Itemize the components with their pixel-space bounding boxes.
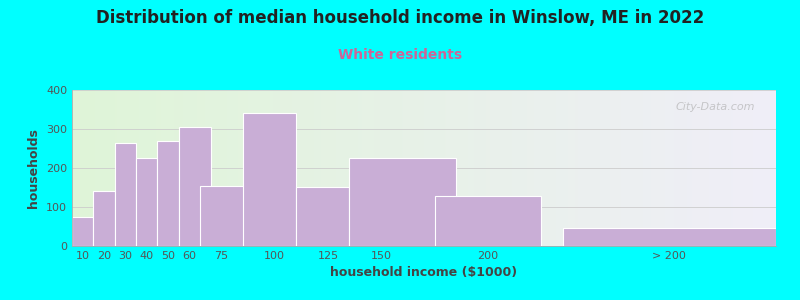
Bar: [562, 229, 776, 246]
Text: White residents: White residents: [338, 48, 462, 62]
Bar: [434, 196, 542, 246]
Bar: [200, 185, 254, 246]
Bar: [158, 141, 178, 246]
Y-axis label: households: households: [27, 128, 41, 208]
Bar: [350, 158, 456, 246]
Bar: [242, 113, 296, 246]
Bar: [296, 187, 350, 246]
Bar: [114, 142, 136, 246]
Bar: [136, 158, 158, 246]
X-axis label: household income ($1000): household income ($1000): [330, 266, 518, 279]
Bar: [178, 127, 210, 246]
Text: City-Data.com: City-Data.com: [675, 103, 755, 112]
Bar: [94, 191, 114, 246]
Text: Distribution of median household income in Winslow, ME in 2022: Distribution of median household income …: [96, 9, 704, 27]
Bar: [72, 217, 94, 246]
